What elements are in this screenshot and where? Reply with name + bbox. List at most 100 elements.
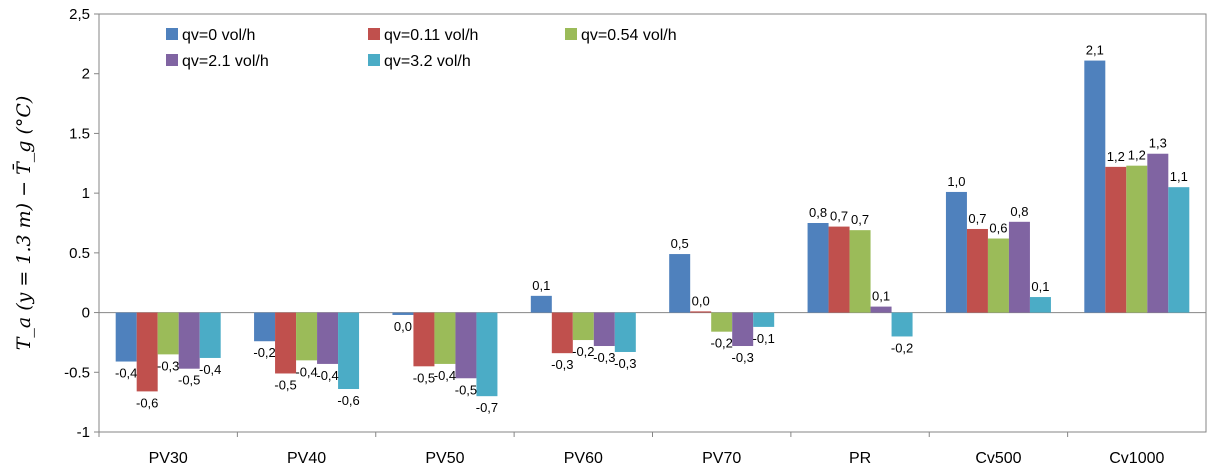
bars-group [115,60,1190,397]
y-tick-label: 1 [82,185,90,202]
bar [828,226,850,313]
bar [1008,221,1030,313]
x-category-label: Cv1000 [1109,450,1164,467]
bar [178,312,200,369]
data-label: 2,1 [1086,43,1104,58]
x-category-label: PV30 [149,450,188,467]
bar [807,223,829,313]
data-label: 0,0 [692,293,710,308]
x-category-label: PV60 [564,450,603,467]
y-tick-label: 0.5 [69,245,90,262]
data-label: 0,6 [989,221,1007,236]
y-axis-title: T_a (y = 1.3 m) − T̄_g (°C) [12,96,35,351]
data-label: -0,6 [337,393,359,408]
bar [849,230,871,313]
data-label: 0,5 [671,236,689,251]
legend-swatch [166,54,178,66]
bar [753,312,775,327]
bar [669,254,691,313]
data-label: 0,1 [532,278,550,293]
bar [891,312,913,337]
bar [296,312,318,361]
data-label: -0,3 [614,356,636,371]
plot-border [98,13,1207,433]
bar [476,312,498,397]
data-label: 1,3 [1149,136,1167,151]
data-label: -0,6 [136,395,158,410]
data-label: -0,5 [274,377,296,392]
bar [1029,297,1051,313]
legend-label: qv=0.54 vol/h [581,27,677,44]
y-axis-label: T_a (y = 1.3 m) − T̄_g (°C) [12,96,35,351]
data-label: -0,4 [316,368,338,383]
bar [1126,165,1148,313]
bar [275,312,297,374]
data-label: -0,5 [178,373,200,388]
bar [987,238,1009,313]
data-label: -0,7 [476,400,498,415]
bar [732,312,754,347]
legend-label: qv=0 vol/h [182,27,255,44]
y-tick-label: 1.5 [69,125,90,142]
bar [157,312,179,355]
data-label: -0,4 [434,368,456,383]
data-label: 0,1 [1031,279,1049,294]
data-label: 0,8 [1010,204,1028,219]
bar [413,312,435,367]
y-axis-ticks: -1 -0.5 0 0.5 1 1.5 2 2,5 [64,6,99,441]
data-label: -0,3 [731,350,753,365]
bar [1084,60,1106,313]
bar [392,312,414,315]
bar [966,228,988,313]
bar [870,306,892,313]
bar [1168,187,1190,313]
data-label: -0,2 [710,336,732,351]
bar [115,312,137,362]
bar [945,191,967,313]
bar [530,295,552,313]
data-label: -0,4 [295,364,317,379]
bar [1105,166,1127,313]
data-label: -0,3 [551,357,573,372]
data-label: -0,5 [455,382,477,397]
bar [455,312,477,379]
bar [614,312,636,352]
data-label: 0,0 [394,319,412,334]
data-label: 1,2 [1107,149,1125,164]
legend-label: qv=0.11 vol/h [384,27,478,44]
data-label: -0,2 [572,344,594,359]
bar [1147,153,1169,313]
legend-label: qv=2.1 vol/h [182,53,269,70]
bar [551,312,573,354]
x-category-label: PV40 [287,450,326,467]
bar [317,312,339,364]
data-label: -0,4 [199,362,221,377]
data-labels-group: -0,4-0,20,00,10,50,81,02,1-0,6-0,5 -0,5-0… [115,43,1188,416]
x-category-label: PR [849,450,871,467]
legend-swatch [166,28,178,40]
data-label: 0,1 [872,289,890,304]
data-label: -0,3 [593,350,615,365]
y-tick-label: -1 [77,424,90,441]
bar [572,312,594,341]
data-label: -0,5 [413,370,435,385]
data-label: 0,7 [830,209,848,224]
x-category-label: PV50 [425,450,464,467]
data-label: 1,0 [947,174,965,189]
data-label: 0,7 [968,211,986,226]
bar [690,311,712,313]
bar [254,312,276,342]
x-category-label: Cv500 [975,450,1021,467]
bar [199,312,221,358]
data-label: -0,2 [253,345,275,360]
bar [136,312,158,392]
data-label: 0,7 [851,212,869,227]
legend-swatch [368,54,380,66]
x-category-label: PV70 [702,450,741,467]
y-tick-label: -0.5 [64,364,90,381]
y-tick-label: 2 [82,66,90,83]
y-tick-label: 0 [82,305,90,322]
bar [593,312,615,347]
legend-label: qv=3.2 vol/h [384,53,471,70]
